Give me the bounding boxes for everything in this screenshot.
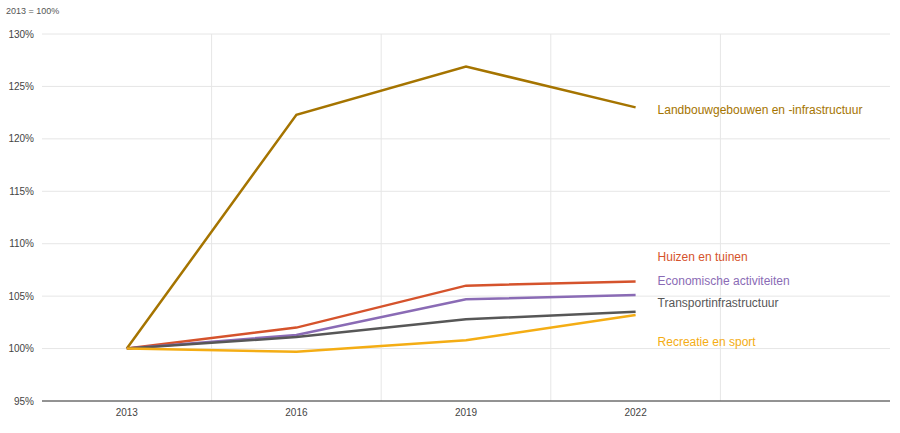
svg-text:105%: 105% [8, 291, 34, 302]
svg-text:115%: 115% [9, 186, 34, 197]
svg-text:2019: 2019 [455, 407, 478, 418]
svg-text:125%: 125% [8, 81, 34, 92]
svg-text:95%: 95% [14, 396, 34, 407]
svg-text:Economische activiteiten: Economische activiteiten [658, 274, 790, 288]
svg-text:110%: 110% [9, 238, 34, 249]
html-text:2013 = 100%: 2013 = 100% [6, 6, 60, 16]
svg-text:130%: 130% [8, 29, 34, 40]
svg-text:100%: 100% [8, 343, 34, 354]
svg-text:2013: 2013 [116, 407, 139, 418]
svg-text:2022: 2022 [624, 407, 647, 418]
svg-text:Landbouwgebouwen en -infrastru: Landbouwgebouwen en -infrastructuur [658, 103, 863, 117]
svg-text:Transportinfrastructuur: Transportinfrastructuur [658, 296, 779, 310]
svg-text:Huizen en tuinen: Huizen en tuinen [658, 250, 748, 264]
svg-text:Recreatie en sport: Recreatie en sport [658, 335, 757, 349]
svg-text:2016: 2016 [285, 407, 308, 418]
svg-text:120%: 120% [8, 133, 34, 144]
